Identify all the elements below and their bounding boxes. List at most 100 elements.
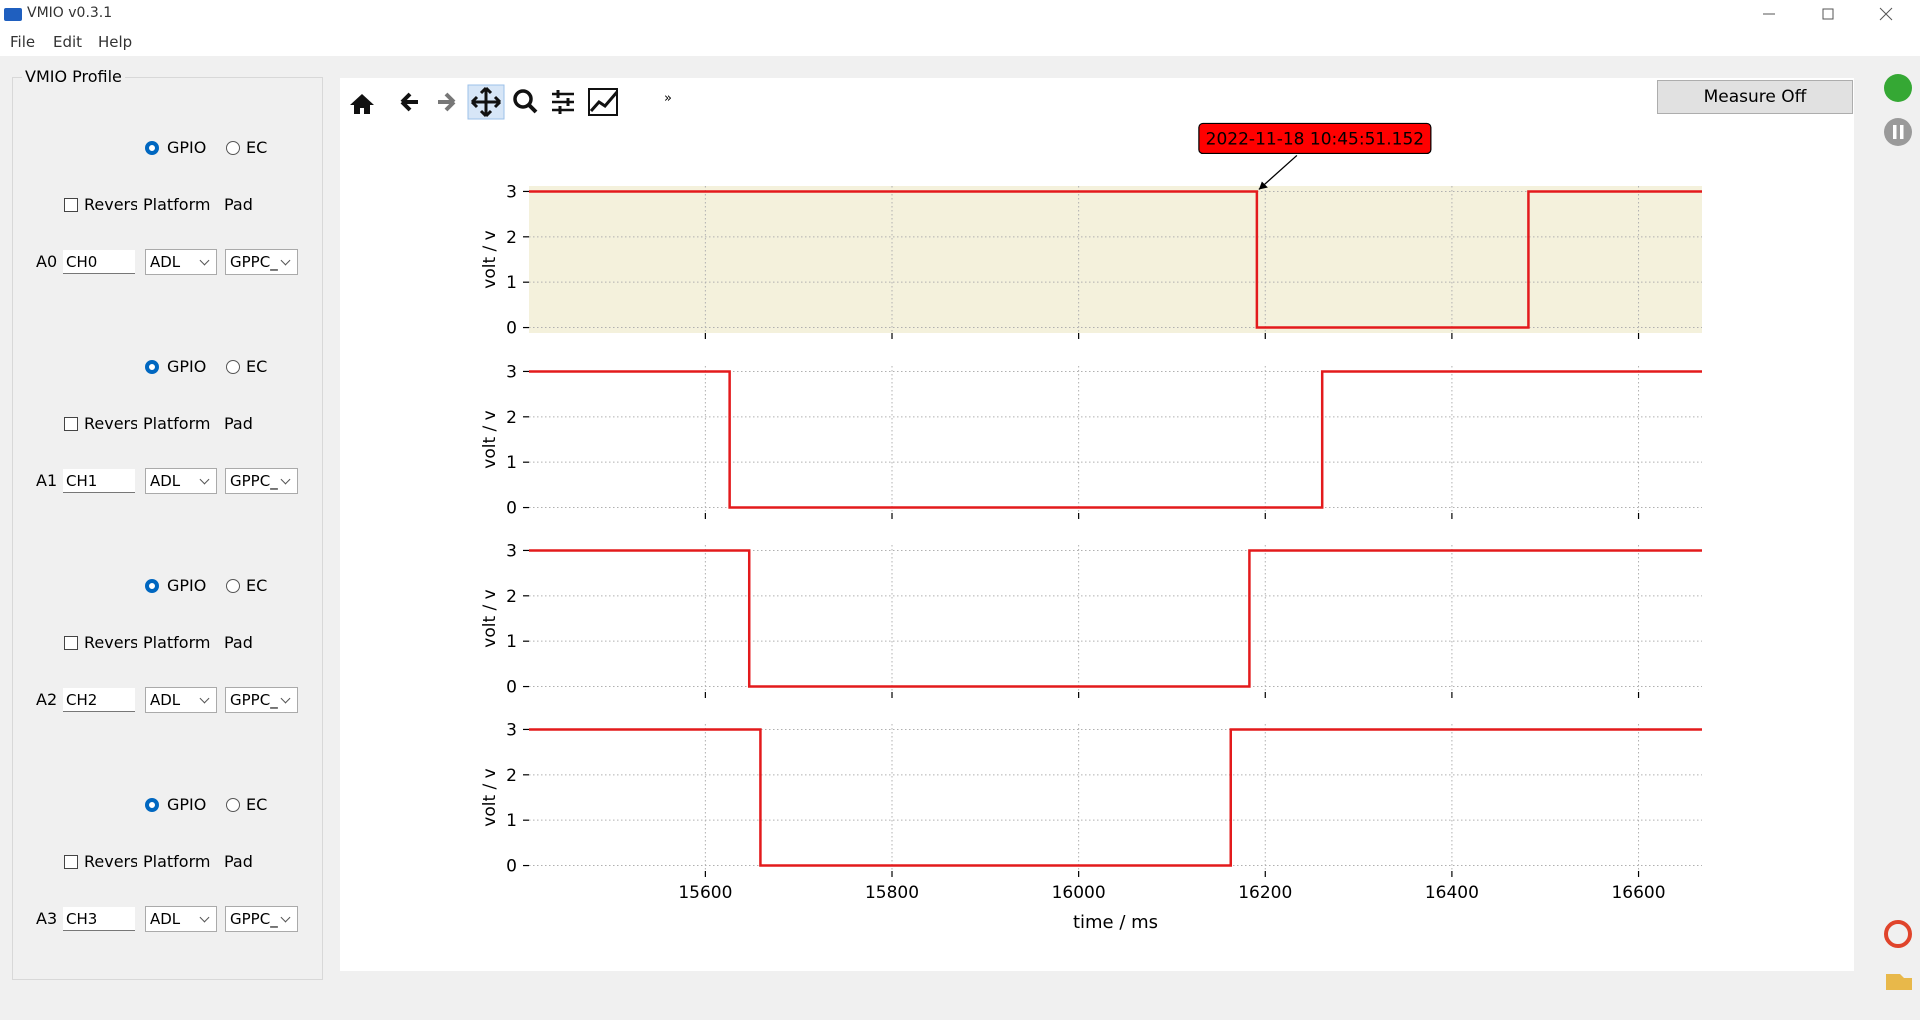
pad-label: Pad xyxy=(224,414,253,433)
signal-line xyxy=(529,370,1702,509)
measure-button[interactable]: Measure Off xyxy=(1657,80,1853,114)
x-tick-label: 16600 xyxy=(1611,883,1665,903)
signal-line xyxy=(529,190,1702,329)
channel-label: A2 xyxy=(36,690,58,709)
annotation-arrowhead xyxy=(1258,181,1268,190)
configure-button[interactable] xyxy=(552,92,574,112)
gpio-label: GPIO xyxy=(167,138,207,157)
title-bar xyxy=(0,0,1920,56)
x-axis-label: time / ms xyxy=(1073,912,1158,933)
y-tick-label: 0 xyxy=(506,857,517,877)
gpio-label: GPIO xyxy=(167,576,207,595)
menu-item[interactable]: File xyxy=(10,33,36,51)
reverse-checkbox[interactable] xyxy=(64,855,78,869)
toolbar-more[interactable]: » xyxy=(664,91,672,106)
menu-item[interactable]: Help xyxy=(98,33,133,51)
app-icon xyxy=(4,8,22,21)
side-toolbar xyxy=(1884,74,1912,990)
platform-select[interactable]: ADL xyxy=(145,687,217,713)
ec-radio[interactable] xyxy=(226,579,240,593)
channel-name[interactable]: CH2 xyxy=(63,688,135,712)
y-tick-label: 0 xyxy=(506,678,517,698)
reverse-checkbox[interactable] xyxy=(64,636,78,650)
x-tick-label: 16400 xyxy=(1425,883,1479,903)
pad-select[interactable]: GPPC_ xyxy=(225,687,298,713)
y-axis-label: volt / v xyxy=(480,589,500,647)
y-tick-label: 1 xyxy=(506,632,517,652)
ec-radio[interactable] xyxy=(226,141,240,155)
channel-name[interactable]: CH0 xyxy=(63,250,135,274)
gpio-radio[interactable] xyxy=(145,579,159,593)
signal-line xyxy=(529,549,1702,688)
y-tick-label: 2 xyxy=(506,587,517,607)
menu-item[interactable]: Edit xyxy=(53,33,83,51)
zoom-button[interactable] xyxy=(513,89,533,109)
reverse-checkbox[interactable] xyxy=(64,198,78,212)
y-tick-label: 1 xyxy=(506,453,517,473)
home-button[interactable] xyxy=(350,94,374,114)
reverse-checkbox[interactable] xyxy=(64,417,78,431)
pad-label: Pad xyxy=(224,852,253,871)
close[interactable] xyxy=(1879,7,1893,21)
ec-radio[interactable] xyxy=(226,798,240,812)
gpio-label: GPIO xyxy=(167,795,207,814)
pad-select[interactable]: GPPC_ xyxy=(225,468,298,494)
platform-label: Platform xyxy=(143,633,211,652)
toolbar xyxy=(350,84,619,120)
axes-background xyxy=(529,186,1702,333)
platform-label: Platform xyxy=(143,852,211,871)
y-tick-label: 1 xyxy=(506,811,517,831)
forward-button[interactable] xyxy=(438,92,456,112)
ec-label: EC xyxy=(246,795,268,814)
pad-label: Pad xyxy=(224,633,253,652)
axes-button[interactable] xyxy=(588,88,618,116)
start-button[interactable] xyxy=(1884,74,1912,102)
y-tick-label: 2 xyxy=(506,228,517,248)
reverse-label: Revers xyxy=(84,195,137,214)
y-tick-label: 0 xyxy=(506,499,517,519)
open-button[interactable] xyxy=(1886,974,1912,990)
annotation-text: 2022-11-18 10:45:51.152 xyxy=(1206,129,1424,149)
pad-select[interactable]: GPPC_ xyxy=(225,906,298,932)
reverse-label: Revers xyxy=(84,633,137,652)
y-tick-label: 2 xyxy=(506,766,517,786)
ec-label: EC xyxy=(246,138,268,157)
platform-select[interactable]: ADL xyxy=(145,468,217,494)
y-tick-label: 2 xyxy=(506,408,517,428)
profile-title: VMIO Profile xyxy=(22,67,125,87)
channel-name[interactable]: CH1 xyxy=(63,469,135,493)
channel-name[interactable]: CH3 xyxy=(63,907,135,931)
y-axis-label: volt / v xyxy=(480,410,500,468)
refresh-button[interactable] xyxy=(1884,920,1912,948)
y-tick-label: 0 xyxy=(506,319,517,339)
ec-label: EC xyxy=(246,576,268,595)
pause-button[interactable] xyxy=(1884,118,1912,146)
annotation-box xyxy=(1198,122,1432,155)
x-tick-label: 16000 xyxy=(1052,883,1106,903)
reverse-label: Revers xyxy=(84,852,137,871)
pan-button[interactable] xyxy=(470,86,502,118)
window-controls[interactable] xyxy=(1740,0,1920,30)
y-tick-label: 3 xyxy=(506,362,517,382)
gpio-radio[interactable] xyxy=(145,141,159,155)
gpio-radio[interactable] xyxy=(145,360,159,374)
reverse-label: Revers xyxy=(84,414,137,433)
y-tick-label: 3 xyxy=(506,720,517,740)
gpio-radio[interactable] xyxy=(145,798,159,812)
channel-label: A1 xyxy=(36,471,58,490)
profile-group xyxy=(12,77,323,980)
y-tick-label: 1 xyxy=(506,273,517,293)
restore[interactable] xyxy=(1822,8,1834,20)
pad-select[interactable]: GPPC_ xyxy=(225,249,298,275)
window-title: VMIO v0.3.1 xyxy=(27,5,113,21)
signal-line xyxy=(529,728,1702,867)
gpio-label: GPIO xyxy=(167,357,207,376)
y-tick-label: 3 xyxy=(506,541,517,561)
platform-select[interactable]: ADL xyxy=(145,906,217,932)
back-button[interactable] xyxy=(400,92,418,112)
platform-select[interactable]: ADL xyxy=(145,249,217,275)
y-axis-label: volt / v xyxy=(480,768,500,826)
ec-radio[interactable] xyxy=(226,360,240,374)
